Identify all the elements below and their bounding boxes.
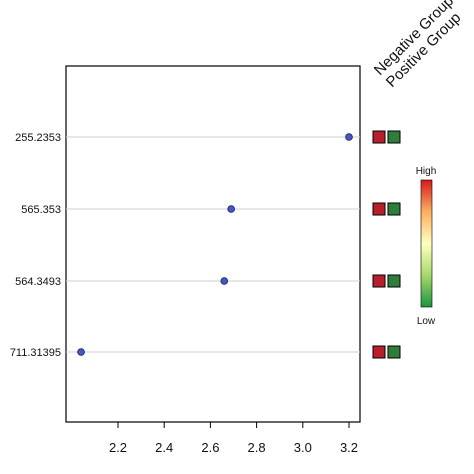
x-axis: 2.2 2.4 2.6 2.8 3.0 3.2 — [109, 422, 358, 455]
legend-low-label: Low — [417, 316, 436, 327]
data-point — [227, 205, 235, 213]
plot-frame — [65, 65, 361, 423]
x-tick-label: 2.2 — [109, 440, 127, 455]
group-cell — [372, 130, 386, 144]
category-label: 711.31395 — [10, 347, 61, 359]
gridlines — [66, 136, 360, 353]
legend-color-bar — [420, 179, 433, 308]
data-point — [345, 133, 353, 141]
category-label: 564.3493 — [15, 276, 61, 288]
data-point — [220, 277, 229, 285]
group-cell — [372, 274, 386, 288]
group-cell — [387, 202, 401, 216]
x-tick-label: 2.6 — [201, 440, 219, 455]
x-tick-label: 3.2 — [340, 440, 358, 455]
data-points — [77, 133, 353, 356]
group-cell — [387, 130, 401, 144]
group-cell — [372, 345, 386, 359]
x-tick-label: 2.8 — [248, 440, 266, 455]
x-tick-label: 3.0 — [294, 440, 312, 455]
legend-high-label: High — [416, 166, 437, 177]
group-cell — [387, 345, 401, 359]
group-cells — [372, 130, 401, 359]
data-point — [77, 348, 85, 356]
category-label: 565.353 — [21, 204, 61, 216]
category-label: 255.2353 — [15, 132, 61, 144]
y-axis-labels: 255.2353 565.353 564.3493 711.31395 — [10, 132, 61, 359]
color-legend: High Low — [416, 166, 437, 327]
group-cell — [387, 274, 401, 288]
group-cell — [372, 202, 386, 216]
x-tick-label: 2.4 — [155, 440, 173, 455]
